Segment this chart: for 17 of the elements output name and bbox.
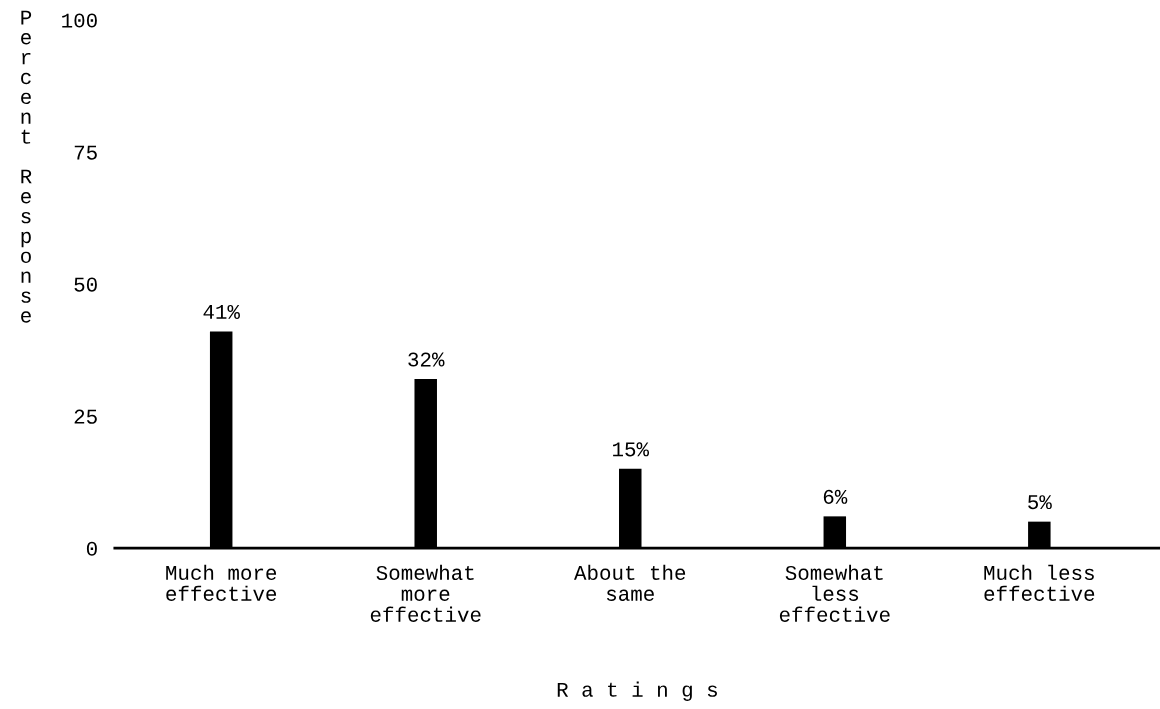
- x-tick-label: Much more effective: [166, 564, 277, 601]
- data-label: 6%: [823, 489, 848, 504]
- y-tick-label: 100: [62, 13, 97, 28]
- data-label: 32%: [408, 352, 445, 367]
- data-label: 5%: [1028, 495, 1052, 510]
- x-tick-label: About the same: [574, 564, 686, 601]
- x-tick-label: Somewhat less effective: [779, 564, 890, 622]
- y-tick-label: 75: [74, 145, 97, 160]
- x-tick-label: Somewhat more effective: [370, 564, 481, 622]
- data-label: 15%: [613, 442, 650, 457]
- y-tick-label: 25: [74, 409, 97, 424]
- data-label: 41%: [203, 304, 240, 319]
- x-tick-label: Much less effective: [984, 564, 1095, 601]
- text: Percent Response: [21, 10, 32, 323]
- x-axis-title: R a t i n g s: [557, 681, 717, 701]
- y-tick-label: 50: [74, 277, 97, 292]
- y-tick-label: 0: [86, 541, 97, 556]
